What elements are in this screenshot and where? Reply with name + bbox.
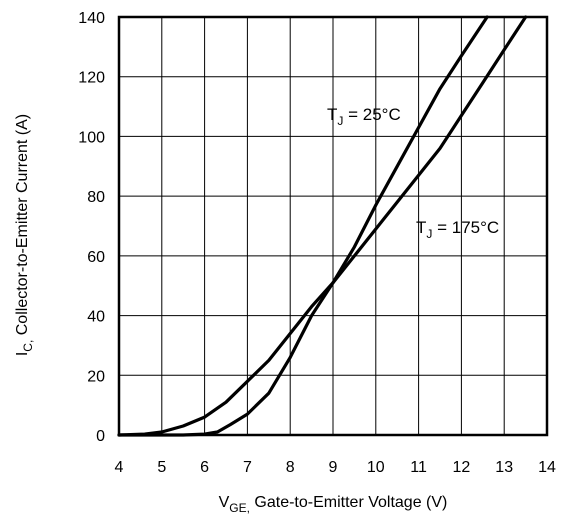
y-tick-labels: 0 20 40 60 80 100 120 140: [78, 10, 105, 445]
y-tick-label: 0: [96, 428, 105, 445]
series-line-0: [117, 15, 489, 437]
y-tick-label: 80: [87, 189, 105, 206]
y-tick-label: 20: [87, 368, 105, 385]
x-tick-label: 14: [538, 459, 556, 476]
x-tick-label: 4: [115, 459, 124, 476]
x-tick-label: 10: [367, 459, 385, 476]
x-tick-label: 7: [243, 459, 252, 476]
x-tick-label: 12: [453, 459, 471, 476]
x-tick-label: 6: [200, 459, 209, 476]
series-label-tj-175c: TJ = 175°C: [416, 218, 499, 241]
x-tick-label: 8: [286, 459, 295, 476]
x-tick-label: 9: [329, 459, 338, 476]
y-tick-label: 100: [78, 129, 105, 146]
series-label-tj-25c: TJ = 25°C: [327, 105, 401, 128]
curves: [117, 15, 528, 437]
plot-frame: [117, 15, 549, 437]
series-line-1: [117, 15, 528, 437]
y-tick-label: 60: [87, 249, 105, 266]
x-tick-label: 13: [495, 459, 513, 476]
y-tick-label: 120: [78, 70, 105, 87]
y-tick-label: 40: [87, 309, 105, 326]
x-tick-label: 11: [410, 459, 427, 476]
x-tick-labels: 4 5 6 7 8 9 10 11 12 13 14: [115, 459, 556, 476]
x-axis-label: VGE, Gate-to-Emitter Voltage (V): [219, 494, 448, 515]
y-axis-label: IC, Collector-to-Emitter Current (A): [14, 114, 35, 356]
y-tick-label: 140: [78, 10, 105, 27]
x-tick-label: 5: [157, 459, 166, 476]
